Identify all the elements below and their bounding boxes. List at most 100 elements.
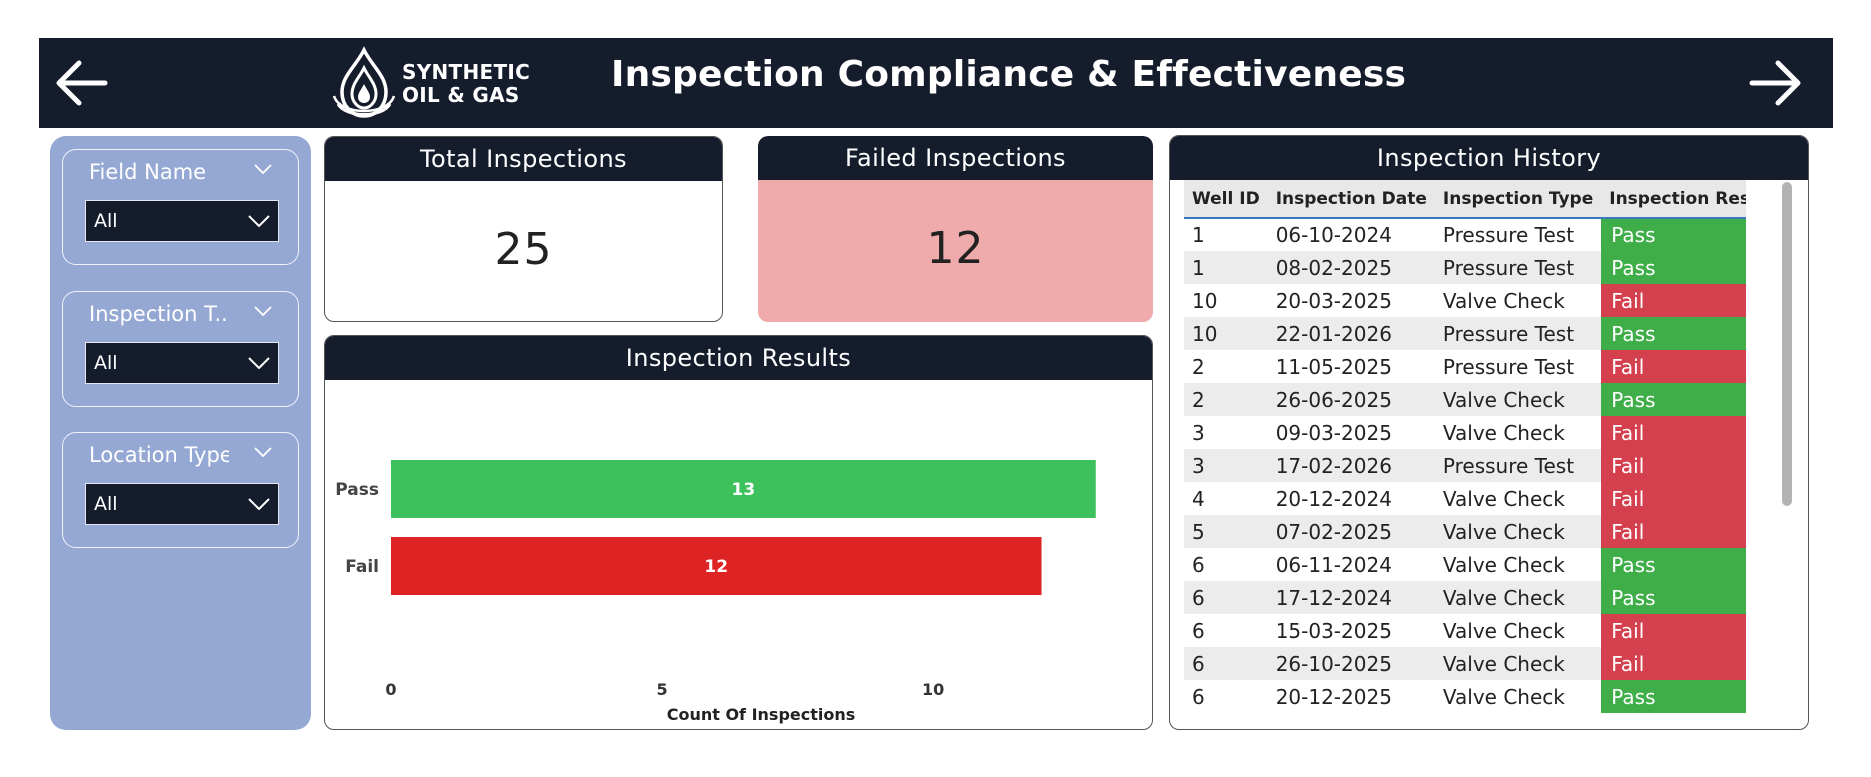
cell-inspection-type: Valve Check [1442,288,1565,313]
slicer-inspection-type: Inspection T... All [62,291,299,407]
cell-inspection-type: Valve Check [1442,618,1565,643]
table-row[interactable]: 6 15-03-2025 Valve Check Fail [1184,614,1746,647]
cell-inspection-type: Valve Check [1442,684,1565,709]
table-row[interactable]: 2 11-05-2025 Pressure Test Fail [1184,350,1746,383]
kpi-value: 25 [494,224,553,275]
cell-well-id: 2 [1184,383,1268,416]
kpi-title: Total Inspections [325,137,722,181]
cell-inspection-date: 07-02-2025 [1267,515,1435,548]
category-label: Pass [335,480,379,500]
table-scrollbar-thumb[interactable] [1782,182,1792,506]
x-tick-label: 10 [922,680,944,699]
cell-inspection-type: Pressure Test [1434,449,1602,482]
cell-inspection-date: 06-10-2024 [1275,223,1392,247]
table-scroll-area[interactable]: Well ID Inspection Date Inspection Type … [1184,180,1746,720]
table-row[interactable]: 1 08-02-2025 Pressure Test Pass [1184,251,1746,284]
cell-inspection-type: Valve Check [1434,515,1602,548]
kpi-total-inspections: Total Inspections 25 [324,136,723,322]
cell-inspection-result: Pass [1601,548,1746,581]
cell-inspection-type: Valve Check [1442,552,1565,577]
table-row[interactable]: 6 06-11-2024 Valve Check Pass [1184,548,1746,581]
dropdown-value: All [94,210,118,232]
table-row[interactable]: 6 20-12-2025 Valve Check Pass [1184,680,1746,713]
cell-inspection-result: Fail [1601,416,1746,449]
bar-pass[interactable] [391,460,1096,518]
arrow-left-icon[interactable] [53,58,109,108]
location-type-dropdown[interactable]: All [85,483,279,525]
x-tick-label: 0 [385,680,396,699]
slicer-title: Inspection T... [89,302,229,326]
cell-inspection-type: Valve Check [1434,647,1602,680]
cell-inspection-date: 15-03-2025 [1275,618,1392,643]
cell-inspection-result: Pass [1601,251,1746,284]
cell-well-id: 1 [1184,251,1268,284]
cell-well-id: 6 [1184,581,1268,614]
table-body: 1 06-10-2024 Pressure Test Pass 1 08-02-2025 P… [1184,218,1746,713]
cell-inspection-result: Fail [1601,284,1746,317]
category-label: Fail [345,557,379,577]
table-row[interactable]: 1 06-10-2024 Pressure Test Pass [1184,218,1746,251]
page-title: Inspection Compliance & Effectiveness [611,54,1407,95]
logo-line-1: SYNTHETIC [402,60,531,84]
dropdown-value: All [94,352,118,374]
column-header-inspection-result[interactable]: Inspection Result [1601,180,1746,219]
cell-well-id: 6 [1192,618,1205,643]
table-row[interactable]: 3 17-02-2026 Pressure Test Fail [1184,449,1746,482]
cell-well-id: 3 [1192,420,1205,445]
table-header-row: Well ID Inspection Date Inspection Type … [1184,180,1746,219]
table-row[interactable]: 5 07-02-2025 Valve Check Fail [1184,515,1746,548]
table-row[interactable]: 3 09-03-2025 Valve Check Fail [1184,416,1746,449]
inspection-type-dropdown[interactable]: All [85,342,279,384]
bar-data-label: 13 [732,480,756,500]
kpi-failed-inspections: Failed Inspections 12 [758,136,1153,322]
field-name-dropdown[interactable]: All [85,200,279,242]
inspection-history-table: Well ID Inspection Date Inspection Type … [1184,180,1746,713]
slicer-location-type: Location Type All [62,432,299,548]
logo-line-2: OIL & GAS [402,83,520,107]
header-bar: SYNTHETIC OIL & GAS Inspection Complianc… [39,38,1833,128]
cell-inspection-result: Fail [1601,647,1746,680]
cell-inspection-date: 17-12-2024 [1267,581,1435,614]
table-title: Inspection History [1170,136,1808,180]
bar-data-label: 12 [704,557,728,577]
table-row[interactable]: 4 20-12-2024 Valve Check Fail [1184,482,1746,515]
inspection-results-card: Inspection Results 13 Pass 12 Fail 0 5 10 Count… [324,335,1153,730]
cell-well-id: 5 [1184,515,1268,548]
cell-well-id: 10 [1192,288,1218,313]
column-header-inspection-type[interactable]: Inspection Type [1434,180,1602,219]
bar-fail[interactable] [391,537,1042,595]
inspection-history-card: Inspection History Well ID Inspection Da… [1169,135,1809,730]
cell-inspection-result: Fail [1601,614,1746,647]
cell-inspection-date: 08-02-2025 [1267,251,1435,284]
chevron-down-icon[interactable] [254,306,272,316]
chevron-down-icon[interactable] [254,447,272,457]
cell-inspection-result: Pass [1601,383,1746,416]
chevron-down-icon[interactable] [254,164,272,174]
chart-title: Inspection Results [325,336,1152,380]
oil-drop-logo-icon [332,46,396,118]
cell-well-id: 6 [1192,684,1205,709]
chevron-down-icon [248,498,270,510]
cell-inspection-date: 09-03-2025 [1275,420,1392,445]
table-row[interactable]: 6 26-10-2025 Valve Check Fail [1184,647,1746,680]
cell-inspection-type: Valve Check [1434,383,1602,416]
kpi-title: Failed Inspections [758,136,1153,180]
inspection-results-chart: 13 Pass 12 Fail 0 5 10 Count Of Inspections [335,460,1096,724]
slicer-field-name: Field Name All [62,149,299,265]
cell-inspection-date: 11-05-2025 [1275,354,1392,379]
column-header-well-id[interactable]: Well ID [1184,180,1268,219]
cell-inspection-result: Pass [1601,317,1746,350]
arrow-right-icon[interactable] [1748,58,1804,108]
cell-inspection-result: Fail [1601,482,1746,515]
x-axis-title: Count Of Inspections [667,705,856,724]
cell-inspection-result: Fail [1601,449,1746,482]
column-header-inspection-date[interactable]: Inspection Date [1267,180,1435,219]
table-row[interactable]: 2 26-06-2025 Valve Check Pass [1184,383,1746,416]
slicer-title: Field Name [89,160,207,184]
table-row[interactable]: 6 17-12-2024 Valve Check Pass [1184,581,1746,614]
table-row[interactable]: 10 22-01-2026 Pressure Test Pass [1184,317,1746,350]
cell-inspection-date: 26-06-2025 [1267,383,1435,416]
cell-inspection-result: Pass [1601,218,1746,251]
table-row[interactable]: 10 20-03-2025 Valve Check Fail [1184,284,1746,317]
